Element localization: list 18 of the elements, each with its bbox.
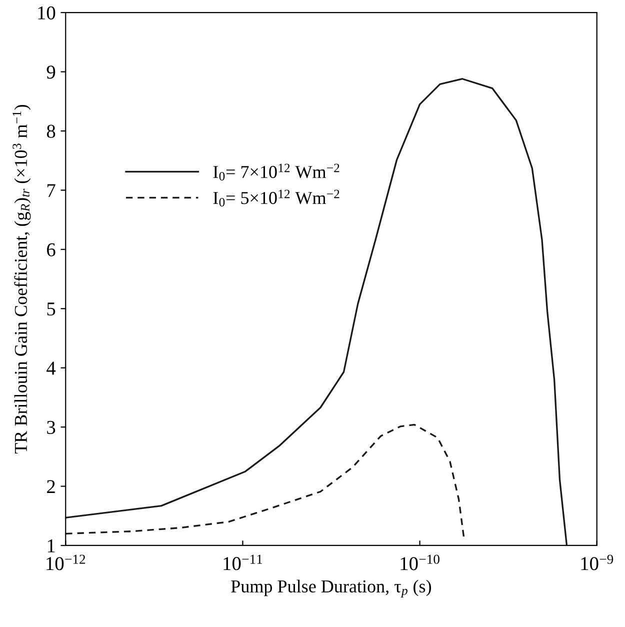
y-tick-label: 4 [46, 362, 56, 375]
legend-label: I$_{0}$= 7×10$^{12}$ Wm$^{−2}$ [213, 164, 340, 181]
text: TR Brillouin Gain Coefficient, (g$_{R}$)$_{tr}$ (×10$^{3}$ m$^{−1}$) [12, 104, 31, 454]
y-tick-label: 2 [47, 480, 55, 494]
y-tick-label: 6 [47, 243, 56, 256]
y-tick-label: 9 [46, 66, 56, 79]
y-tick-label: 1 [48, 539, 55, 552]
x-axis-title: Pump Pulse Duration, τ$_{p}$ (s) [231, 580, 431, 598]
legend-label: I$_{0}$= 5×10$^{12}$ Wm$^{−2}$ [213, 190, 340, 207]
x-tick-label: 10$^{−10}$ [400, 554, 440, 570]
y-tick-label: 7 [47, 184, 56, 197]
y-tick-label: 3 [47, 420, 56, 434]
x-tick-label: 10$^{−9}$ [581, 554, 614, 570]
x-tick-label: 10$^{−12}$ [46, 554, 86, 570]
y-tick-label: 10 [38, 6, 56, 20]
y-tick-label: 8 [46, 124, 56, 138]
x-tick-label: 10$^{−11}$ [224, 554, 262, 570]
y-tick-label: 5 [47, 302, 56, 316]
